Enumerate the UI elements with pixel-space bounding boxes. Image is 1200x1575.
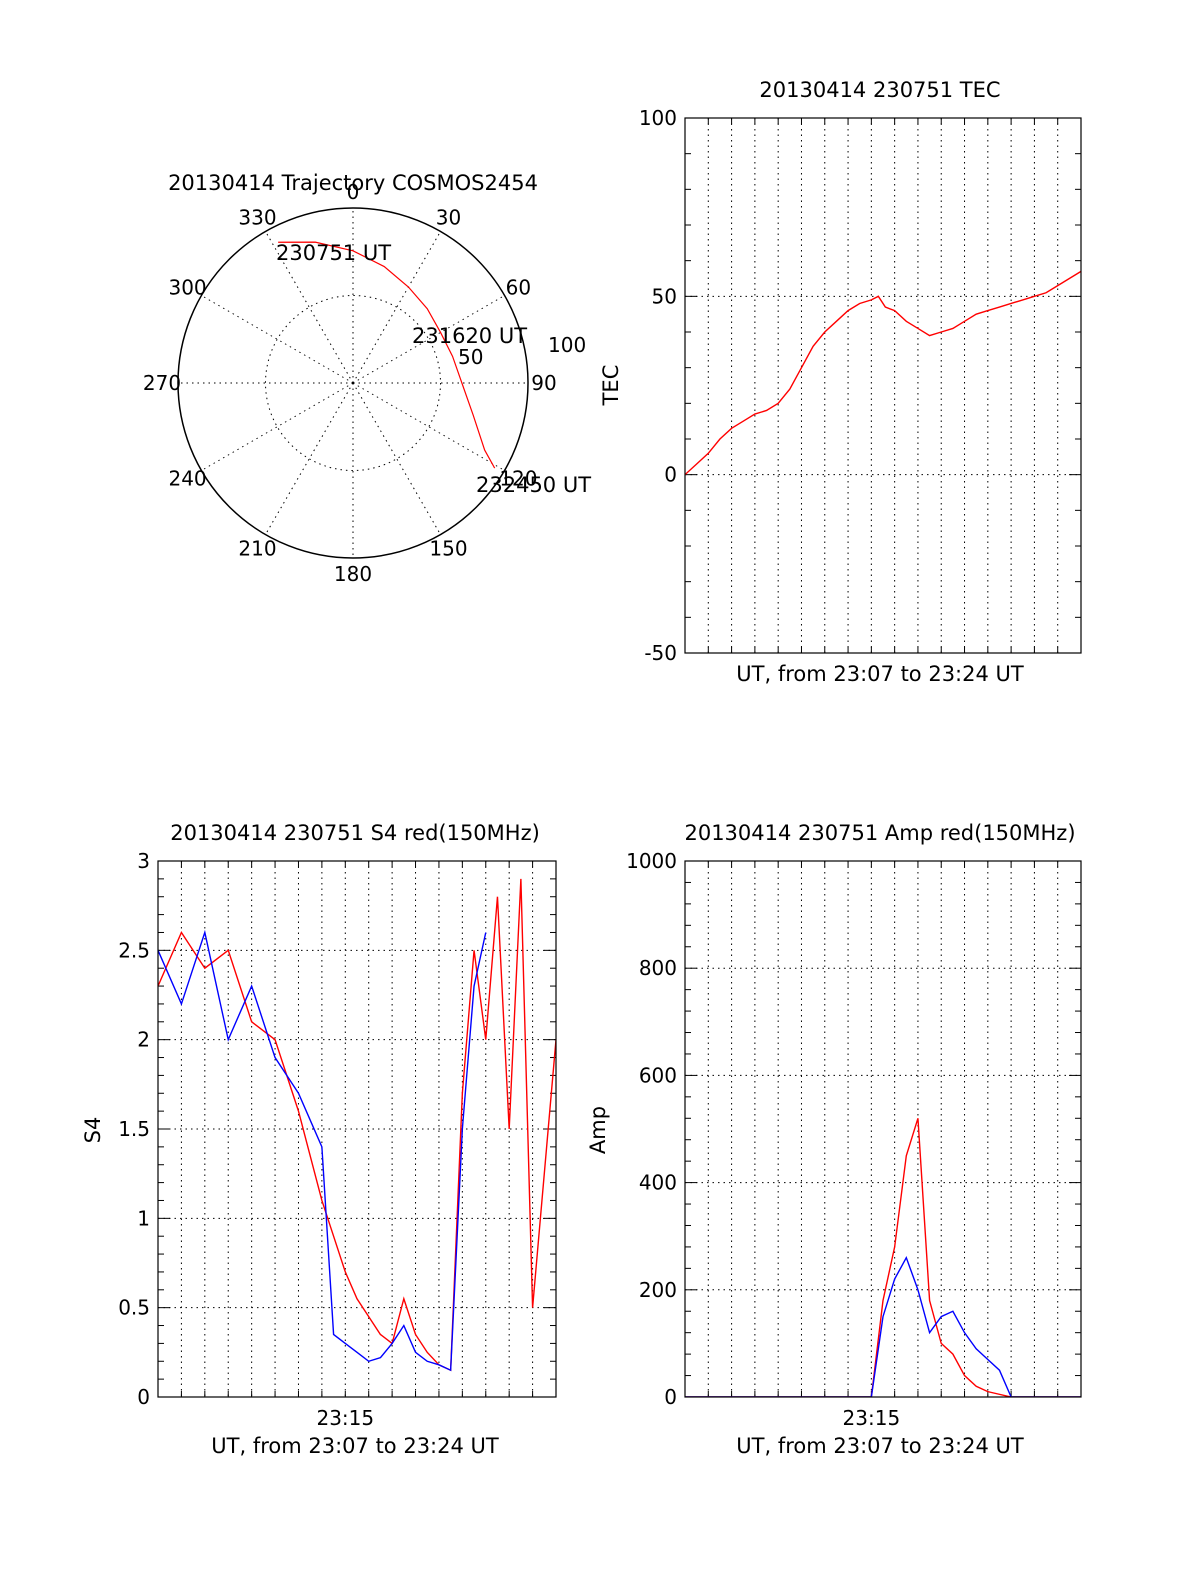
series-line-0 <box>158 878 556 1372</box>
polar-angle-label: 180 <box>334 562 372 586</box>
polar-angle-label: 90 <box>531 371 556 395</box>
plot-frame <box>157 860 557 1398</box>
plot-frame <box>684 860 1082 1398</box>
polar-grid <box>177 207 529 559</box>
s4-panel: 20130414 230751 S4 red(150MHz) UT, from … <box>81 821 557 1458</box>
s4-xlabel: UT, from 23:07 to 23:24 UT <box>211 1434 499 1458</box>
polar-grid-circle-50 <box>265 295 441 471</box>
y-tick-label: 2.5 <box>118 938 150 962</box>
polar-angle-label: 30 <box>436 206 461 230</box>
amp-ylabel: Amp <box>586 1106 610 1154</box>
y-tick-label: 1000 <box>626 849 677 873</box>
polar-trajectory-plot: 20130414 Trajectory COSMOS2454 0 30 60 90 12… <box>143 171 591 586</box>
y-tick-label: 0 <box>137 1385 150 1409</box>
polar-angle-label: 0 <box>347 180 360 204</box>
y-tick-label: 600 <box>639 1063 677 1087</box>
series-line-0 <box>685 270 1081 476</box>
y-tick-label: 800 <box>639 956 677 980</box>
y-tick-label: 1.5 <box>118 1117 150 1141</box>
polar-angle-label: 240 <box>168 467 206 491</box>
polar-angle-label: 300 <box>168 276 206 300</box>
radial-label-50: 50 <box>458 345 483 369</box>
amp-panel: 20130414 230751 Amp red(150MHz) UT, from… <box>586 821 1082 1458</box>
trajectory-end-label: 232450 UT <box>476 473 591 497</box>
series-line-1 <box>158 929 487 1372</box>
polar-angle-label: 210 <box>238 536 276 560</box>
tec-title: 20130414 230751 TEC <box>759 78 1000 102</box>
trajectory-mid-label: 231620 UT <box>412 324 527 348</box>
y-tick-label: 0.5 <box>118 1296 150 1320</box>
series-line-1 <box>685 1255 1081 1397</box>
trajectory-series <box>278 241 496 469</box>
x-tick-label: 23:15 <box>316 1406 374 1430</box>
s4-ylabel: S4 <box>81 1117 105 1144</box>
plot-frame <box>684 117 1082 654</box>
tec-xlabel: UT, from 23:07 to 23:24 UT <box>736 662 1024 686</box>
y-tick-label: 100 <box>639 106 677 130</box>
trajectory-start-label: 230751 UT <box>276 241 391 265</box>
y-tick-label: 3 <box>137 849 150 873</box>
y-tick-label: 2 <box>137 1028 150 1052</box>
tec-ylabel: TEC <box>599 365 623 407</box>
y-tick-label: 1 <box>137 1206 150 1230</box>
y-tick-label: -50 <box>644 641 677 665</box>
y-tick-label: 200 <box>639 1278 677 1302</box>
polar-angle-label: 330 <box>238 206 276 230</box>
polar-grid-spoke <box>352 382 441 535</box>
amp-xlabel: UT, from 23:07 to 23:24 UT <box>736 1434 1024 1458</box>
polar-grid-spoke <box>201 382 354 471</box>
polar-outer-circle <box>177 207 529 559</box>
polar-angle-label: 270 <box>143 371 181 395</box>
tec-panel: 20130414 230751 TEC UT, from 23:07 to 23… <box>599 78 1082 686</box>
x-tick-label: 23:15 <box>843 1406 901 1430</box>
trajectory-line <box>278 241 496 469</box>
polar-angle-label: 60 <box>506 276 531 300</box>
y-tick-label: 0 <box>664 463 677 487</box>
polar-angle-labels: 0 30 60 90 120 150 180 210 240 270 300 330 <box>143 180 557 586</box>
polar-title: 20130414 Trajectory COSMOS2454 <box>168 171 538 195</box>
polar-grid-spoke <box>352 382 505 471</box>
y-tick-label: 0 <box>664 1385 677 1409</box>
y-tick-label: 400 <box>639 1171 677 1195</box>
polar-grid-spoke <box>265 382 354 535</box>
radial-label-100: 100 <box>548 333 586 357</box>
series-line-0 <box>685 1118 1081 1397</box>
amp-title: 20130414 230751 Amp red(150MHz) <box>684 821 1075 845</box>
polar-angle-label: 150 <box>429 536 467 560</box>
s4-title: 20130414 230751 S4 red(150MHz) <box>170 821 540 845</box>
polar-angle-label: 120 <box>499 467 537 491</box>
y-tick-label: 50 <box>652 284 677 308</box>
